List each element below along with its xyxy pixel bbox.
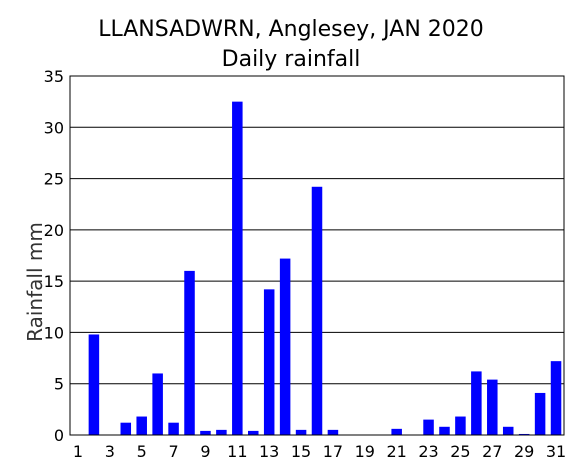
bar-day-23	[423, 419, 434, 435]
plot-frame	[69, 75, 565, 436]
x-tick-label: 11	[227, 442, 247, 461]
bar-day-15	[295, 429, 307, 435]
bar-day-7	[168, 422, 179, 435]
bar-day-11	[232, 101, 243, 436]
bar-day-14	[279, 258, 291, 435]
bar-day-6	[152, 373, 163, 435]
x-tick-label: 9	[200, 442, 210, 461]
bar-day-9	[200, 430, 211, 435]
bar-day-2	[88, 334, 100, 435]
x-tick-label: 15	[291, 442, 311, 461]
y-tick-label: 5	[54, 375, 64, 394]
x-tick-labels: 1 3 5 7 9 11 13 15 17 19 21 23 25 27 29 31	[73, 442, 566, 461]
y-tick-label: 20	[44, 221, 64, 240]
bar-day-13	[263, 289, 275, 435]
x-tick-label: 1	[73, 442, 83, 461]
y-axis-label: Rainfall mm	[23, 222, 47, 342]
bar-day-31	[550, 361, 562, 435]
y-tick-label: 35	[44, 67, 64, 86]
y-tick-labels: 0 5 10 15 20 25 30 35	[44, 67, 64, 445]
bar-day-27	[487, 379, 498, 435]
x-tick-label: 21	[386, 442, 406, 461]
bar-day-21	[391, 428, 402, 435]
y-tick-label: 30	[44, 118, 64, 137]
x-tick-label: 17	[323, 442, 343, 461]
bar-day-28	[502, 426, 514, 435]
bar-day-26	[471, 371, 482, 435]
x-tick-label: 23	[418, 442, 438, 461]
chart-title: LLANSADWRN, Anglesey, JAN 2020	[98, 17, 484, 42]
y-tick-label: 10	[44, 323, 64, 342]
bar-day-29	[518, 433, 530, 435]
x-tick-label: 19	[355, 442, 375, 461]
bar-day-5	[136, 416, 147, 435]
bar-day-17	[327, 429, 339, 435]
x-tick-label: 29	[514, 442, 534, 461]
bar-day-10	[216, 429, 227, 435]
y-tick-label: 0	[54, 426, 64, 445]
bar-day-16	[311, 186, 323, 435]
x-tick-label: 3	[105, 442, 115, 461]
y-tick-label: 25	[44, 170, 64, 189]
bar-day-4	[120, 422, 132, 435]
x-tick-label: 13	[259, 442, 279, 461]
bar-day-24	[439, 426, 450, 435]
bar-day-30	[534, 392, 546, 435]
x-tick-label: 31	[546, 442, 566, 461]
x-tick-label: 27	[482, 442, 502, 461]
bar-day-25	[455, 416, 466, 435]
bar-day-12	[247, 430, 259, 435]
x-tick-label: 7	[168, 442, 178, 461]
chart-subtitle: Daily rainfall	[222, 47, 361, 72]
bar-day-8	[184, 270, 195, 435]
y-tick-label: 15	[44, 272, 64, 291]
bars	[88, 101, 562, 436]
x-tick-label: 25	[450, 442, 470, 461]
x-tick-label: 5	[137, 442, 147, 461]
